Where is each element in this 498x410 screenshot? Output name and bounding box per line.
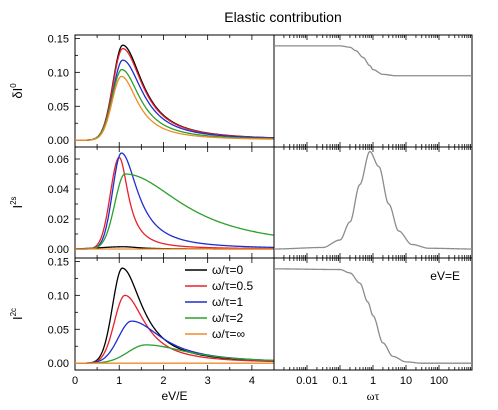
panel-dI0-vs-omega — [273, 34, 473, 148]
panel-frame — [74, 146, 275, 259]
x-tick-label: 0.01 — [296, 375, 317, 387]
y-tick-label: 0.10 — [48, 67, 69, 79]
legend-label: ω/τ=1 — [212, 295, 243, 309]
x-tick-label: 100 — [430, 375, 448, 387]
panel-I2s: 0.00 0.02 0.04 0.06 I2s — [9, 146, 275, 259]
y-axis-label: δI0 — [9, 83, 25, 99]
legend-label: ω/τ=∞ — [212, 327, 245, 341]
series-line-gray — [274, 268, 472, 364]
series-line-3 — [75, 68, 274, 141]
panel-I2s-vs-omega — [273, 146, 473, 259]
x-tick-label: 2 — [160, 375, 166, 387]
figure-title: Elastic contribution — [224, 9, 342, 25]
legend-label: ω/τ=0.5 — [212, 279, 253, 293]
y-tick-label: 0.15 — [48, 256, 69, 268]
panel-I2c: 0.00 0.05 0.10 0.15 I2c 0 1 2 3 4 eV/E ω/τ=0 ω/τ=0.5… — [9, 256, 275, 403]
x-axis-label: ωτ — [367, 389, 380, 403]
y-tick-label: 0.00 — [48, 135, 69, 147]
panel-dI0: 0.00 0.05 0.10 0.15 δI0 — [9, 33, 275, 148]
x-tick-label: 1 — [370, 375, 376, 387]
y-tick-label: 0.06 — [48, 154, 69, 166]
series-line-4 — [75, 75, 274, 141]
series-line-gray — [274, 45, 472, 77]
y-tick-label: 0.00 — [48, 244, 69, 256]
series-line-1 — [75, 156, 274, 250]
series-line-1 — [75, 294, 274, 364]
panel-frame — [273, 34, 473, 148]
y-axis-label: I2s — [9, 196, 25, 208]
x-tick-label: 3 — [205, 375, 211, 387]
series-line-2 — [75, 152, 274, 250]
x-tick-label: 10 — [400, 375, 412, 387]
series-line-3 — [75, 173, 274, 250]
panels: 0.000.050.100.15δI00.000.020.040.06I2s0.… — [9, 33, 473, 403]
panel-frame — [273, 146, 473, 259]
y-tick-label: 0.05 — [48, 101, 69, 113]
y-axis-label: I2c — [9, 308, 25, 320]
y-tick-label: 0.02 — [48, 214, 69, 226]
series-line-gray — [274, 150, 472, 250]
y-tick-label: 0.04 — [48, 184, 69, 196]
x-tick-label: 0.1 — [332, 375, 347, 387]
legend-label: ω/τ=2 — [212, 311, 243, 325]
legend-label: ω/τ=0 — [212, 263, 243, 277]
series-line-3 — [75, 344, 274, 364]
y-tick-label: 0.10 — [48, 290, 69, 302]
x-tick-label: 4 — [249, 375, 255, 387]
x-tick-label: 0 — [72, 375, 78, 387]
y-tick-label: 0.15 — [48, 33, 69, 45]
panel-I2c-vs-omega: 0.01 0.1 1 10 100 ωτ eV=E — [273, 257, 473, 403]
x-axis-label: eV/E — [161, 389, 187, 403]
y-tick-label: 0.00 — [48, 358, 69, 370]
x-tick-label: 1 — [116, 375, 122, 387]
y-tick-label: 0.05 — [48, 324, 69, 336]
panel-annotation: eV=E — [430, 269, 460, 283]
